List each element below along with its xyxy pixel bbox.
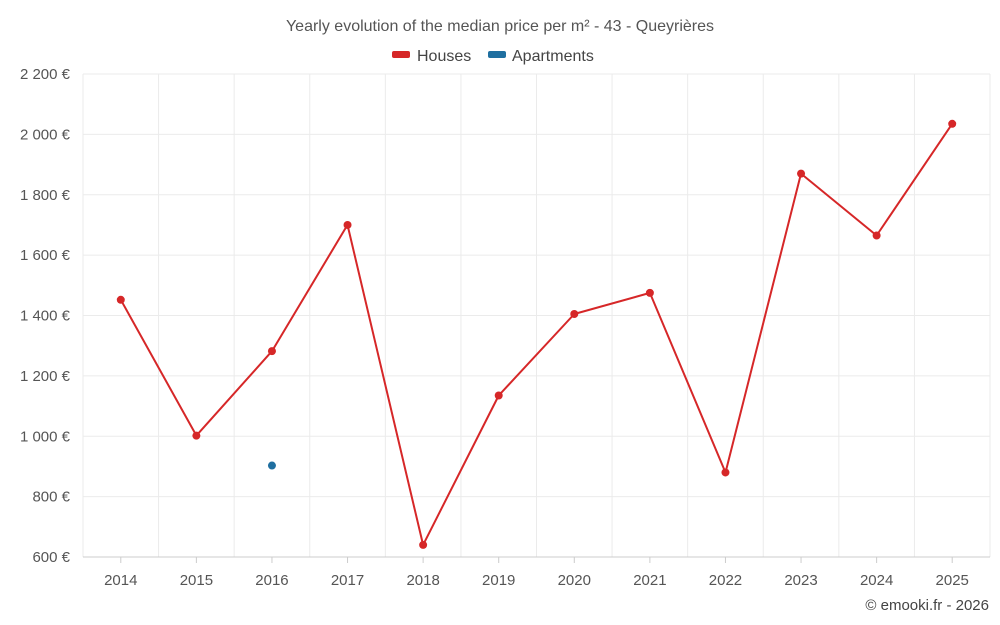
y-tick-label-2000: 2 000 € — [20, 126, 71, 143]
data-point-houses-2020[interactable] — [570, 309, 579, 318]
x-tick-label-2015: 2015 — [180, 572, 213, 589]
series-line-houses — [119, 123, 954, 546]
x-tick-label-2023: 2023 — [784, 572, 817, 589]
y-tick-label-1200: 1 200 € — [20, 368, 71, 385]
y-tick-label-1400: 1 400 € — [20, 308, 71, 325]
data-point-houses-2015[interactable] — [192, 431, 201, 440]
x-tick-label-2019: 2019 — [482, 572, 515, 589]
y-tick-label-600: 600 € — [32, 549, 70, 566]
legend-swatch-houses — [392, 51, 410, 58]
x-tick-label-2024: 2024 — [860, 572, 893, 589]
legend-item-houses[interactable]: Houses — [392, 48, 471, 65]
grid — [82, 73, 991, 557]
legend-label-apartments: Apartments — [512, 48, 594, 65]
axes: 600 € 800 € 1 000 € 1 200 € 1 400 € 1 600 € 1 … — [20, 66, 990, 589]
y-tick-label-800: 800 € — [32, 489, 70, 506]
legend-swatch-apartments — [488, 51, 506, 58]
legend-label-houses: Houses — [417, 48, 471, 65]
data-point-houses-2022[interactable] — [721, 468, 730, 477]
data-point-houses-2016[interactable] — [267, 347, 276, 356]
data-point-houses-2021[interactable] — [645, 288, 654, 297]
series-houses — [116, 119, 957, 549]
data-point-houses-2017[interactable] — [343, 220, 352, 229]
series-apartments — [267, 461, 276, 470]
x-tick-label-2018: 2018 — [406, 572, 439, 589]
legend: Houses Apartments — [392, 48, 594, 65]
x-tick-label-2014: 2014 — [104, 572, 137, 589]
x-tick-label-2021: 2021 — [633, 572, 666, 589]
chart-title: Yearly evolution of the median price per… — [286, 18, 714, 35]
data-point-houses-2023[interactable] — [797, 169, 806, 178]
y-tick-label-1800: 1 800 € — [20, 187, 71, 204]
y-tick-label-1600: 1 600 € — [20, 247, 71, 264]
y-tick-label-1000: 1 000 € — [20, 428, 71, 445]
data-point-houses-2024[interactable] — [872, 231, 881, 240]
x-tick-label-2016: 2016 — [255, 572, 288, 589]
y-tick-label-2200: 2 200 € — [20, 66, 71, 83]
data-point-houses-2025[interactable] — [948, 119, 957, 128]
data-point-houses-2019[interactable] — [494, 391, 503, 400]
series — [116, 119, 957, 549]
x-tick-label-2022: 2022 — [709, 572, 742, 589]
data-point-apartments-2016[interactable] — [267, 461, 276, 470]
x-tick-label-2020: 2020 — [558, 572, 591, 589]
x-tick-label-2017: 2017 — [331, 572, 364, 589]
x-tick-label-2025: 2025 — [936, 572, 969, 589]
legend-item-apartments[interactable]: Apartments — [488, 48, 594, 65]
data-point-houses-2018[interactable] — [419, 540, 428, 549]
credit-text: © emooki.fr - 2026 — [865, 597, 989, 614]
data-point-houses-2014[interactable] — [116, 295, 125, 304]
